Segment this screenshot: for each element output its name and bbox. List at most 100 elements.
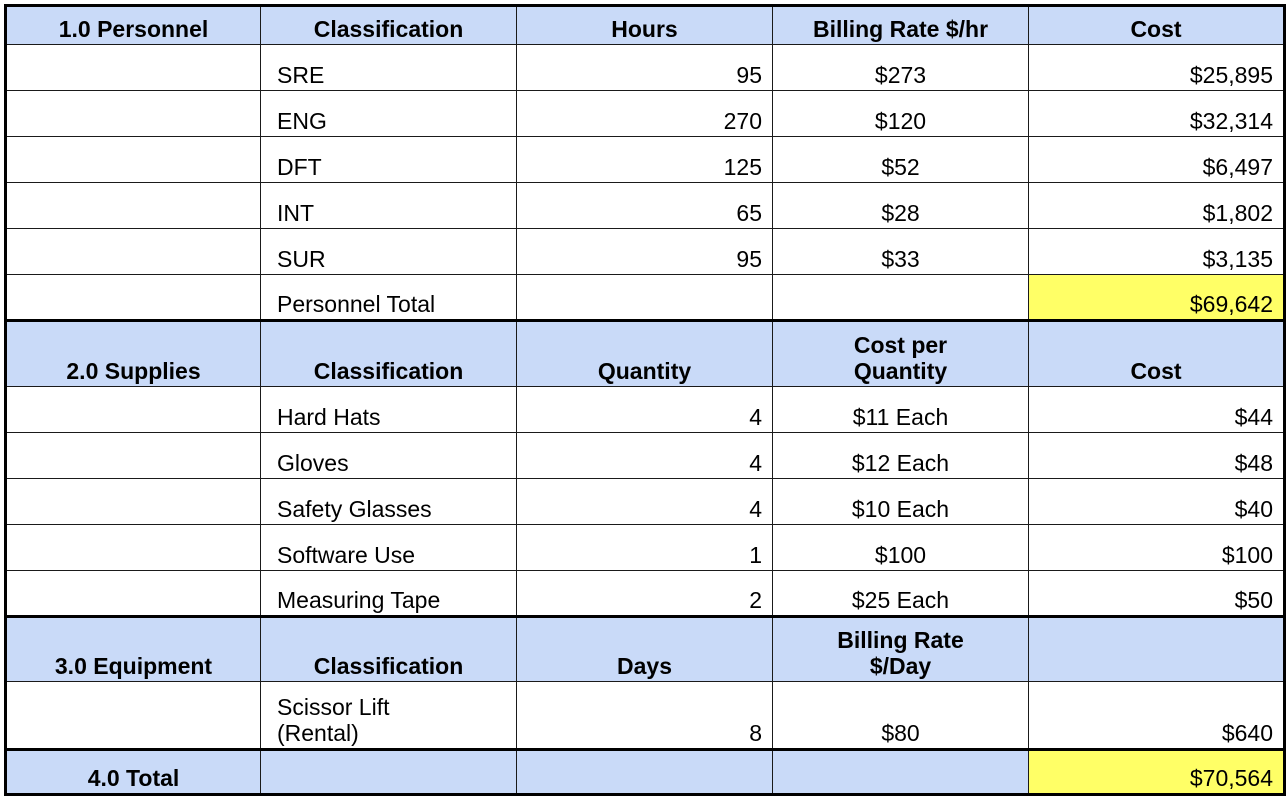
table-row: Scissor Lift (Rental) 8 $80 $640 <box>5 681 1285 750</box>
supplies-cost: $44 <box>1028 385 1285 433</box>
personnel-classification: SRE <box>260 43 517 91</box>
personnel-cost: $3,135 <box>1028 228 1285 276</box>
supplies-unit-cost-header-line2: Quantity <box>853 357 948 384</box>
supplies-unit-cost-header: Cost per Quantity <box>772 319 1029 387</box>
equipment-section-title: 3.0 Equipment <box>5 614 261 683</box>
supplies-quantity: 2 <box>516 569 773 617</box>
personnel-classification: INT <box>260 182 517 230</box>
supplies-section-title: 2.0 Supplies <box>5 319 261 387</box>
personnel-total-value: $69,642 <box>1028 274 1285 322</box>
table-row: INT 65 $28 $1,802 <box>5 182 1285 230</box>
supplies-classification: Hard Hats <box>260 385 517 433</box>
total-section-title: 4.0 Total <box>5 747 261 796</box>
supplies-unit-cost: $11 Each <box>772 385 1029 433</box>
personnel-blank-cell <box>5 135 261 184</box>
table-row: Measuring Tape 2 $25 Each $50 <box>5 569 1285 617</box>
supplies-unit-cost: $100 <box>772 523 1029 571</box>
personnel-cost-header: Cost <box>1028 5 1285 45</box>
personnel-blank-cell <box>5 274 261 322</box>
equipment-days: 8 <box>516 681 773 750</box>
personnel-rate: $33 <box>772 228 1029 276</box>
table-row: Safety Glasses 4 $10 Each $40 <box>5 477 1285 525</box>
supplies-cost-header: Cost <box>1028 319 1285 387</box>
personnel-blank-cell <box>5 228 261 276</box>
personnel-blank-cell <box>5 89 261 137</box>
table-row: DFT 125 $52 $6,497 <box>5 135 1285 184</box>
table-row: Gloves 4 $12 Each $48 <box>5 431 1285 479</box>
supplies-classification: Measuring Tape <box>260 569 517 617</box>
personnel-classification-header: Classification <box>260 5 517 45</box>
personnel-classification: DFT <box>260 135 517 184</box>
supplies-blank-cell <box>5 569 261 617</box>
grand-total-row: 4.0 Total $70,564 <box>5 747 1285 796</box>
supplies-unit-cost: $12 Each <box>772 431 1029 479</box>
empty-header-cell <box>260 747 517 796</box>
equipment-days-header: Days <box>516 614 773 683</box>
equipment-cost-header <box>1028 614 1285 683</box>
supplies-classification: Gloves <box>260 431 517 479</box>
personnel-hours: 65 <box>516 182 773 230</box>
supplies-cost: $50 <box>1028 569 1285 617</box>
table-row: ENG 270 $120 $32,314 <box>5 89 1285 137</box>
supplies-blank-cell <box>5 477 261 525</box>
supplies-quantity: 4 <box>516 477 773 525</box>
supplies-cost: $100 <box>1028 523 1285 571</box>
equipment-rate-header-line1: Billing Rate <box>837 627 964 654</box>
personnel-rate: $120 <box>772 89 1029 137</box>
supplies-classification: Software Use <box>260 523 517 571</box>
personnel-rate-header: Billing Rate $/hr <box>772 5 1029 45</box>
equipment-rate-header-line2: $/Day <box>869 653 932 680</box>
supplies-classification-header: Classification <box>260 319 517 387</box>
personnel-section-title: 1.0 Personnel <box>5 5 261 45</box>
empty-header-cell <box>516 747 773 796</box>
personnel-cost: $32,314 <box>1028 89 1285 137</box>
personnel-hours: 125 <box>516 135 773 184</box>
personnel-cost: $1,802 <box>1028 182 1285 230</box>
equipment-classification-header: Classification <box>260 614 517 683</box>
supplies-quantity: 4 <box>516 385 773 433</box>
table-row: SRE 95 $273 $25,895 <box>5 43 1285 91</box>
equipment-classification-line1: Scissor Lift <box>277 693 390 720</box>
cost-estimate-table: 1.0 Personnel Classification Hours Billi… <box>4 4 1286 796</box>
personnel-total-row: Personnel Total $69,642 <box>5 274 1285 322</box>
personnel-header-row: 1.0 Personnel Classification Hours Billi… <box>5 5 1285 45</box>
supplies-quantity: 4 <box>516 431 773 479</box>
supplies-classification: Safety Glasses <box>260 477 517 525</box>
equipment-classification: Scissor Lift (Rental) <box>260 681 517 750</box>
personnel-rate: $28 <box>772 182 1029 230</box>
equipment-classification-line2: (Rental) <box>277 719 359 746</box>
equipment-rate: $80 <box>772 681 1029 750</box>
supplies-blank-cell <box>5 523 261 571</box>
supplies-header-row: 2.0 Supplies Classification Quantity Cos… <box>5 319 1285 387</box>
empty-header-cell <box>772 747 1029 796</box>
empty-cell <box>516 274 773 322</box>
table-row: Hard Hats 4 $11 Each $44 <box>5 385 1285 433</box>
personnel-blank-cell <box>5 182 261 230</box>
equipment-header-row: 3.0 Equipment Classification Days Billin… <box>5 614 1285 683</box>
personnel-hours: 270 <box>516 89 773 137</box>
personnel-cost: $6,497 <box>1028 135 1285 184</box>
personnel-hours: 95 <box>516 43 773 91</box>
supplies-cost: $48 <box>1028 431 1285 479</box>
supplies-blank-cell <box>5 385 261 433</box>
grand-total-value: $70,564 <box>1028 747 1285 796</box>
personnel-cost: $25,895 <box>1028 43 1285 91</box>
personnel-classification: SUR <box>260 228 517 276</box>
supplies-quantity-header: Quantity <box>516 319 773 387</box>
equipment-cost: $640 <box>1028 681 1285 750</box>
supplies-quantity: 1 <box>516 523 773 571</box>
empty-cell <box>772 274 1029 322</box>
personnel-hours-header: Hours <box>516 5 773 45</box>
supplies-unit-cost: $10 Each <box>772 477 1029 525</box>
personnel-rate: $52 <box>772 135 1029 184</box>
equipment-rate-header: Billing Rate $/Day <box>772 614 1029 683</box>
table-row: Software Use 1 $100 $100 <box>5 523 1285 571</box>
personnel-classification: ENG <box>260 89 517 137</box>
personnel-blank-cell <box>5 43 261 91</box>
personnel-rate: $273 <box>772 43 1029 91</box>
supplies-unit-cost: $25 Each <box>772 569 1029 617</box>
personnel-hours: 95 <box>516 228 773 276</box>
supplies-blank-cell <box>5 431 261 479</box>
table-row: SUR 95 $33 $3,135 <box>5 228 1285 276</box>
personnel-total-label: Personnel Total <box>260 274 517 322</box>
